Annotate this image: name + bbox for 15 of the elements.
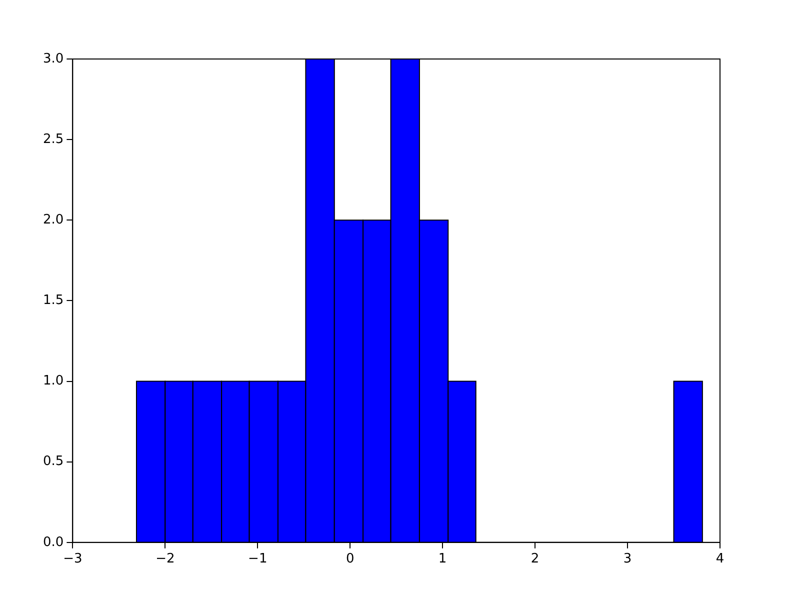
x-tick-label: 2 — [530, 552, 540, 567]
y-tick-label: 0.5 — [42, 454, 64, 470]
x-tick-label: −1 — [248, 552, 268, 567]
x-tick-label: 0 — [346, 552, 354, 567]
x-tick-label: 3 — [623, 552, 632, 567]
y-tick-label: 3.0 — [42, 51, 64, 66]
y-tick-label: 0.0 — [42, 534, 64, 550]
x-tick-label: −2 — [156, 552, 175, 567]
x-tick-label: −3 — [63, 552, 82, 567]
y-tick-label: 1.0 — [42, 374, 64, 389]
x-tick-label: 4 — [716, 552, 724, 567]
y-tick-label: 2.0 — [42, 212, 64, 228]
y-tick-label: 1.5 — [42, 293, 64, 308]
x-tick-label: 1 — [438, 552, 447, 567]
y-tick-label: 2.5 — [42, 132, 64, 147]
